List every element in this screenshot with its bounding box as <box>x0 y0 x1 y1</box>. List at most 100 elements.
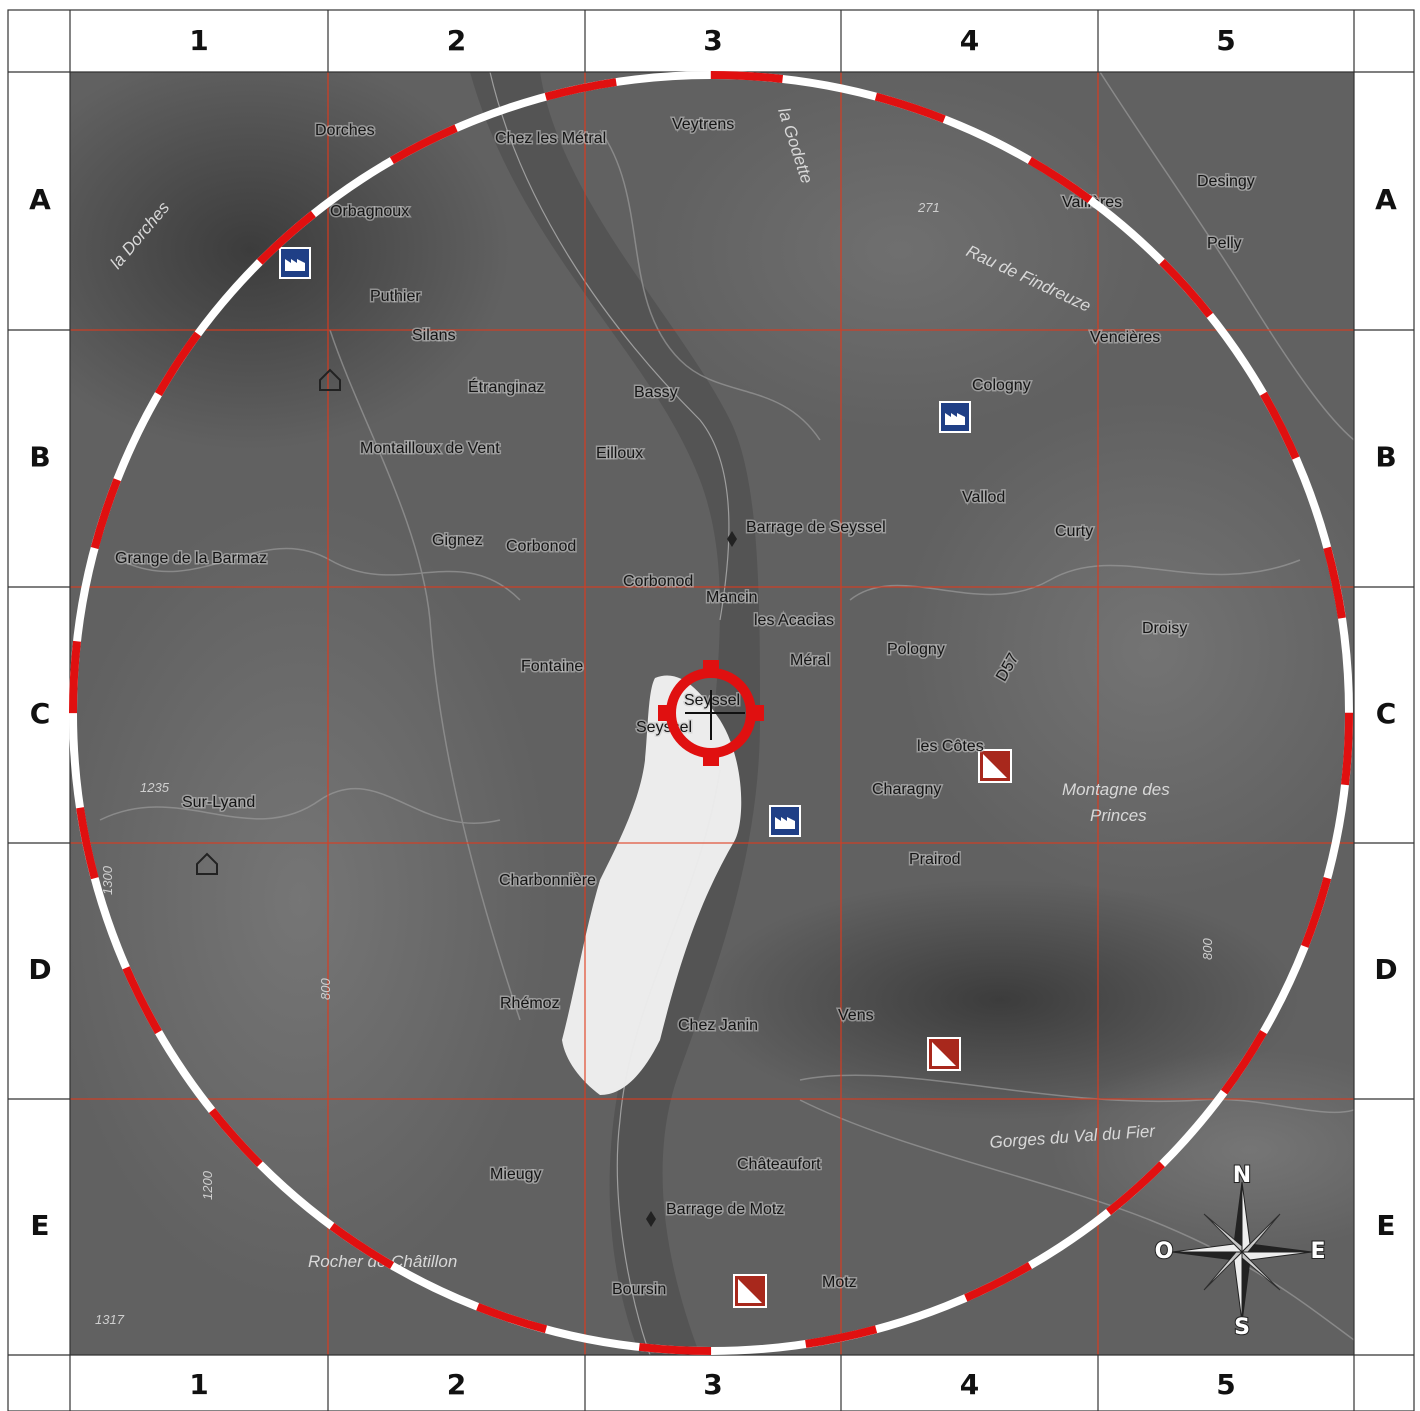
row-label: E <box>30 1209 49 1242</box>
row-label: A <box>29 183 51 216</box>
place-label: Eilloux <box>596 445 643 462</box>
elevation-label: 800 <box>1200 938 1215 960</box>
row-label: C <box>1376 697 1397 730</box>
map-icons <box>196 247 1012 1308</box>
place-label: Châteaufort <box>737 1156 821 1173</box>
grid-lines <box>70 72 1354 1355</box>
place-label: Boursin <box>612 1281 666 1298</box>
place-label: Montailloux de Vent <box>360 440 500 457</box>
dam-icon <box>727 531 737 547</box>
compass-label: S <box>1234 1315 1250 1340</box>
row-label: B <box>1375 441 1396 474</box>
place-label: Orbagnoux <box>330 203 409 220</box>
column-label: 2 <box>447 1368 466 1401</box>
place-label: Charagny <box>872 781 941 798</box>
elevation-label: 1235 <box>140 780 170 795</box>
compass-label: O <box>1155 1239 1174 1264</box>
icon-glyph <box>738 1279 762 1303</box>
row-label: E <box>1376 1209 1395 1242</box>
frame-border <box>7 9 1415 1411</box>
rockfall-icon <box>927 1037 961 1071</box>
icon-glyph <box>983 754 1007 778</box>
place-label: Charbonnière <box>499 872 596 889</box>
place-label: Grange de la Barmaz <box>115 550 267 567</box>
place-label: Corbonod <box>506 538 576 555</box>
place-label: Seyssel <box>636 719 692 736</box>
icon-glyph <box>285 259 305 271</box>
place-label: Chez les Métral <box>495 130 606 147</box>
place-label: Vencières <box>1090 329 1160 346</box>
place-label: Pologny <box>887 641 945 658</box>
compass-rose: N E S O <box>1154 1162 1327 1341</box>
place-label: Bassy <box>634 384 678 401</box>
place-label: Curty <box>1055 523 1093 540</box>
place-label: Seyssel <box>684 692 740 709</box>
elevation-label: 1200 <box>200 1170 215 1200</box>
elevation-label: 1317 <box>95 1312 125 1327</box>
elevation-label: 1300 <box>100 865 115 895</box>
icon-glyph <box>945 413 965 425</box>
place-label: Chez Janin <box>678 1017 758 1034</box>
place-label: Rhémoz <box>500 995 560 1012</box>
place-label: Prairod <box>909 851 961 868</box>
factory-icon <box>769 805 801 837</box>
place-label: les Côtes <box>917 738 984 755</box>
row-label: A <box>1375 183 1397 216</box>
place-label: Corbonod <box>623 573 693 590</box>
factory-icon <box>279 247 311 279</box>
column-label: 1 <box>189 24 208 57</box>
range-circle <box>69 71 1353 1355</box>
elevation-label: 271 <box>917 200 940 215</box>
place-label: Gignez <box>432 532 483 549</box>
place-label: Puthier <box>370 288 421 305</box>
place-label: Vallod <box>962 489 1005 506</box>
row-label: D <box>1374 953 1397 986</box>
place-label: Sur-Lyand <box>182 794 255 811</box>
place-label: Droisy <box>1142 620 1187 637</box>
icon-glyph <box>932 1042 956 1066</box>
place-label: Pelly <box>1207 235 1242 252</box>
place-label: Mieugy <box>490 1166 542 1183</box>
house-icon <box>319 368 341 391</box>
elevation-label: 800 <box>318 978 333 1000</box>
place-label: Fontaine <box>521 658 583 675</box>
map-labels: Dorches Chez les Métral Veytrens Orbagnoux D… <box>95 105 1256 1327</box>
place-label: Mancin <box>706 589 758 606</box>
place-label: Cologny <box>972 377 1031 394</box>
column-label: 5 <box>1216 1368 1235 1401</box>
icon-glyph <box>775 817 795 829</box>
row-label: B <box>29 441 50 474</box>
terrain-label: Montagne des <box>1062 780 1170 799</box>
dam-icon <box>646 1211 656 1227</box>
place-label: les Acacias <box>754 612 834 629</box>
place-label: Veytrens <box>672 116 734 133</box>
compass-label: E <box>1310 1239 1325 1264</box>
grid-frame: 1 1 2 2 3 3 4 4 5 5 A A B B C C D D E E <box>7 9 1415 1411</box>
column-label: 3 <box>703 1368 722 1401</box>
column-label: 3 <box>703 24 722 57</box>
place-label: Étranginaz <box>468 377 545 396</box>
target-crosshair <box>658 660 764 766</box>
place-label: Dorches <box>315 122 375 139</box>
place-label: Vens <box>838 1007 874 1024</box>
place-label: Méral <box>790 652 830 669</box>
row-label: D <box>28 953 51 986</box>
terrain-label: Princes <box>1090 806 1147 825</box>
house-icon <box>196 852 218 875</box>
place-label: Barrage de Seyssel <box>746 519 886 536</box>
column-label: 1 <box>189 1368 208 1401</box>
rockfall-icon <box>733 1274 767 1308</box>
place-label: Motz <box>822 1274 857 1291</box>
column-label: 5 <box>1216 24 1235 57</box>
row-label: C <box>30 697 51 730</box>
factory-icon <box>939 401 971 433</box>
compass-label: N <box>1233 1163 1251 1188</box>
rockfall-icon <box>978 749 1012 783</box>
column-label: 4 <box>960 1368 979 1401</box>
column-label: 2 <box>447 24 466 57</box>
place-label: Desingy <box>1197 173 1255 190</box>
column-label: 4 <box>960 24 979 57</box>
place-label: Barrage de Motz <box>666 1201 784 1218</box>
place-label: Silans <box>412 327 456 344</box>
